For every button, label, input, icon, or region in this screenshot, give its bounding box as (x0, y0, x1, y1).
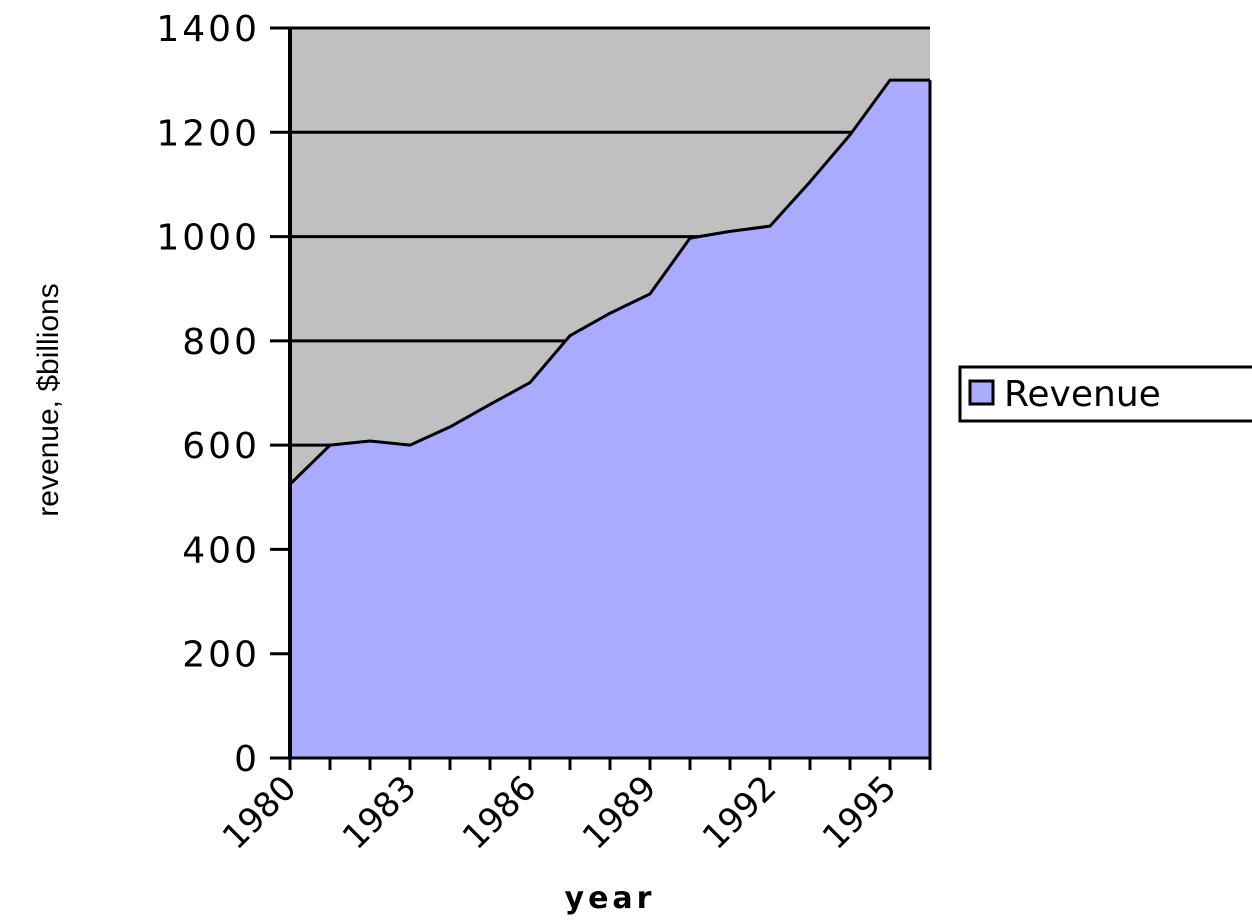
y-tick-label: 1400 (156, 9, 260, 50)
revenue-area (290, 80, 930, 758)
x-axis-title: year (565, 881, 656, 916)
y-tick-label: 400 (182, 530, 260, 571)
legend: Revenue (958, 365, 1252, 423)
legend-box (958, 365, 1252, 423)
y-tick-label: 200 (182, 635, 260, 676)
x-tick-label: 1983 (335, 768, 424, 857)
revenue-line (288, 78, 930, 486)
y-tick-label: 0 (234, 739, 260, 780)
legend-swatch-revenue (968, 379, 995, 406)
x-tick-label: 1992 (695, 768, 784, 857)
y-tick-label: 800 (182, 322, 260, 363)
x-tick-label: 1986 (455, 768, 544, 857)
x-tick-label: 1980 (215, 768, 304, 857)
y-tick-label: 1200 (156, 113, 260, 154)
x-tick-label: 1995 (815, 768, 904, 857)
x-tick-label: 1989 (575, 768, 664, 857)
legend-label-revenue: Revenue (1004, 374, 1161, 415)
y-tick-label: 1000 (156, 218, 260, 259)
y-tick-label: 600 (182, 426, 260, 467)
y-axis-title: revenue, $billions (32, 283, 65, 516)
